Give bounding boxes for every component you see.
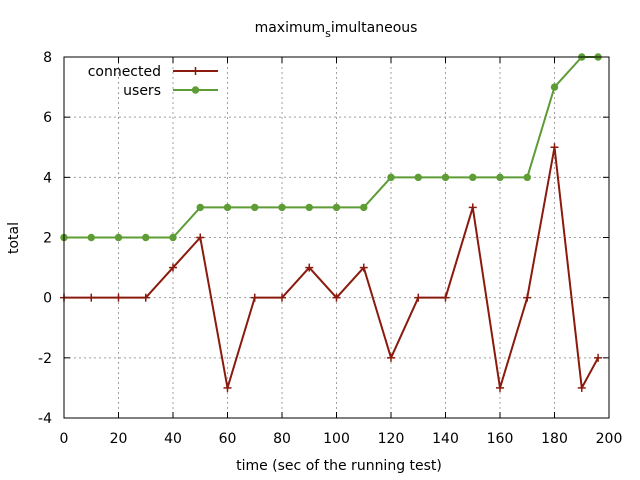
- y-tick-label: 6: [43, 110, 52, 126]
- legend-label-connected: connected: [88, 64, 161, 80]
- y-axis-title: total: [6, 222, 22, 254]
- data-point-connected: [223, 383, 232, 392]
- data-point-users: [278, 203, 286, 212]
- x-tick-label: 80: [273, 431, 291, 447]
- data-point-connected: [141, 293, 150, 302]
- data-point-connected: [278, 293, 286, 302]
- data-point-users: [87, 233, 95, 242]
- data-point-users: [251, 203, 259, 212]
- data-point-users: [550, 83, 559, 91]
- x-tick-label: 40: [164, 431, 182, 447]
- x-tick-label: 180: [541, 431, 568, 447]
- data-point-users: [305, 203, 313, 212]
- data-point-users: [196, 203, 204, 212]
- data-point-connected: [496, 383, 504, 392]
- data-point-connected: [550, 143, 559, 152]
- y-tick-label: -4: [38, 411, 52, 427]
- series-connected: [60, 143, 603, 392]
- y-tick-label: -2: [38, 351, 52, 367]
- legend-item-connected: connected: [88, 64, 218, 80]
- data-point-connected: [468, 203, 477, 212]
- data-point-connected: [196, 233, 205, 242]
- x-tick-label: 160: [487, 431, 514, 447]
- x-tick-label: 140: [432, 431, 459, 447]
- data-point-connected: [87, 293, 96, 302]
- data-point-connected: [594, 353, 603, 362]
- legend-marker-connected: [191, 67, 200, 75]
- legend-marker-users: [191, 86, 200, 94]
- data-point-connected: [359, 263, 368, 272]
- data-point-users: [469, 173, 477, 182]
- series-layer: [60, 53, 603, 392]
- x-tick-label: 60: [219, 431, 237, 447]
- x-tick-label: 100: [323, 431, 350, 447]
- data-point-users: [360, 203, 368, 212]
- data-point-connected: [305, 263, 314, 272]
- plot-frame: [63, 56, 610, 419]
- chart-title: maximumsimultaneous: [255, 20, 418, 40]
- data-point-connected: [523, 293, 532, 302]
- chart-title-main: maximum: [255, 20, 326, 36]
- data-point-connected: [414, 293, 423, 302]
- data-point-connected: [250, 293, 259, 302]
- data-point-connected: [332, 293, 341, 302]
- y-tick-label: 8: [43, 50, 52, 66]
- legend-item-users: users: [123, 83, 218, 99]
- data-point-connected: [387, 353, 395, 362]
- axis-ticks: 0 20 40 60 80 100 120 140 160 180 200 -4 -2 0 2 4 6 8: [38, 50, 622, 447]
- data-point-users: [441, 173, 450, 182]
- data-point-connected: [114, 293, 123, 302]
- series-line-connected: [64, 146, 599, 389]
- legend-label-users: users: [123, 83, 161, 99]
- data-point-users: [496, 173, 504, 182]
- x-tick-label: 20: [110, 431, 128, 447]
- data-point-users: [332, 203, 341, 212]
- data-point-connected: [169, 263, 177, 272]
- y-tick-label: 0: [43, 291, 52, 307]
- x-tick-label: 0: [60, 431, 69, 447]
- x-axis-title: time (sec of the running test): [236, 458, 442, 474]
- data-point-users: [142, 233, 150, 242]
- x-tick-label: 200: [596, 431, 623, 447]
- y-tick-label: 2: [43, 231, 52, 247]
- data-point-connected: [441, 293, 450, 302]
- chart-title-rest: imultaneous: [331, 20, 418, 36]
- chart-title-subscript: s: [325, 27, 331, 40]
- data-point-users: [414, 173, 422, 182]
- data-point-users: [387, 173, 395, 182]
- series-users: [60, 53, 602, 242]
- y-tick-label: 4: [43, 170, 52, 186]
- data-point-users: [169, 233, 177, 242]
- data-point-connected: [577, 383, 586, 392]
- legend: connected users: [88, 64, 218, 99]
- data-point-users: [114, 233, 123, 242]
- data-point-users: [523, 173, 531, 182]
- x-tick-label: 120: [378, 431, 405, 447]
- data-point-users: [223, 203, 232, 212]
